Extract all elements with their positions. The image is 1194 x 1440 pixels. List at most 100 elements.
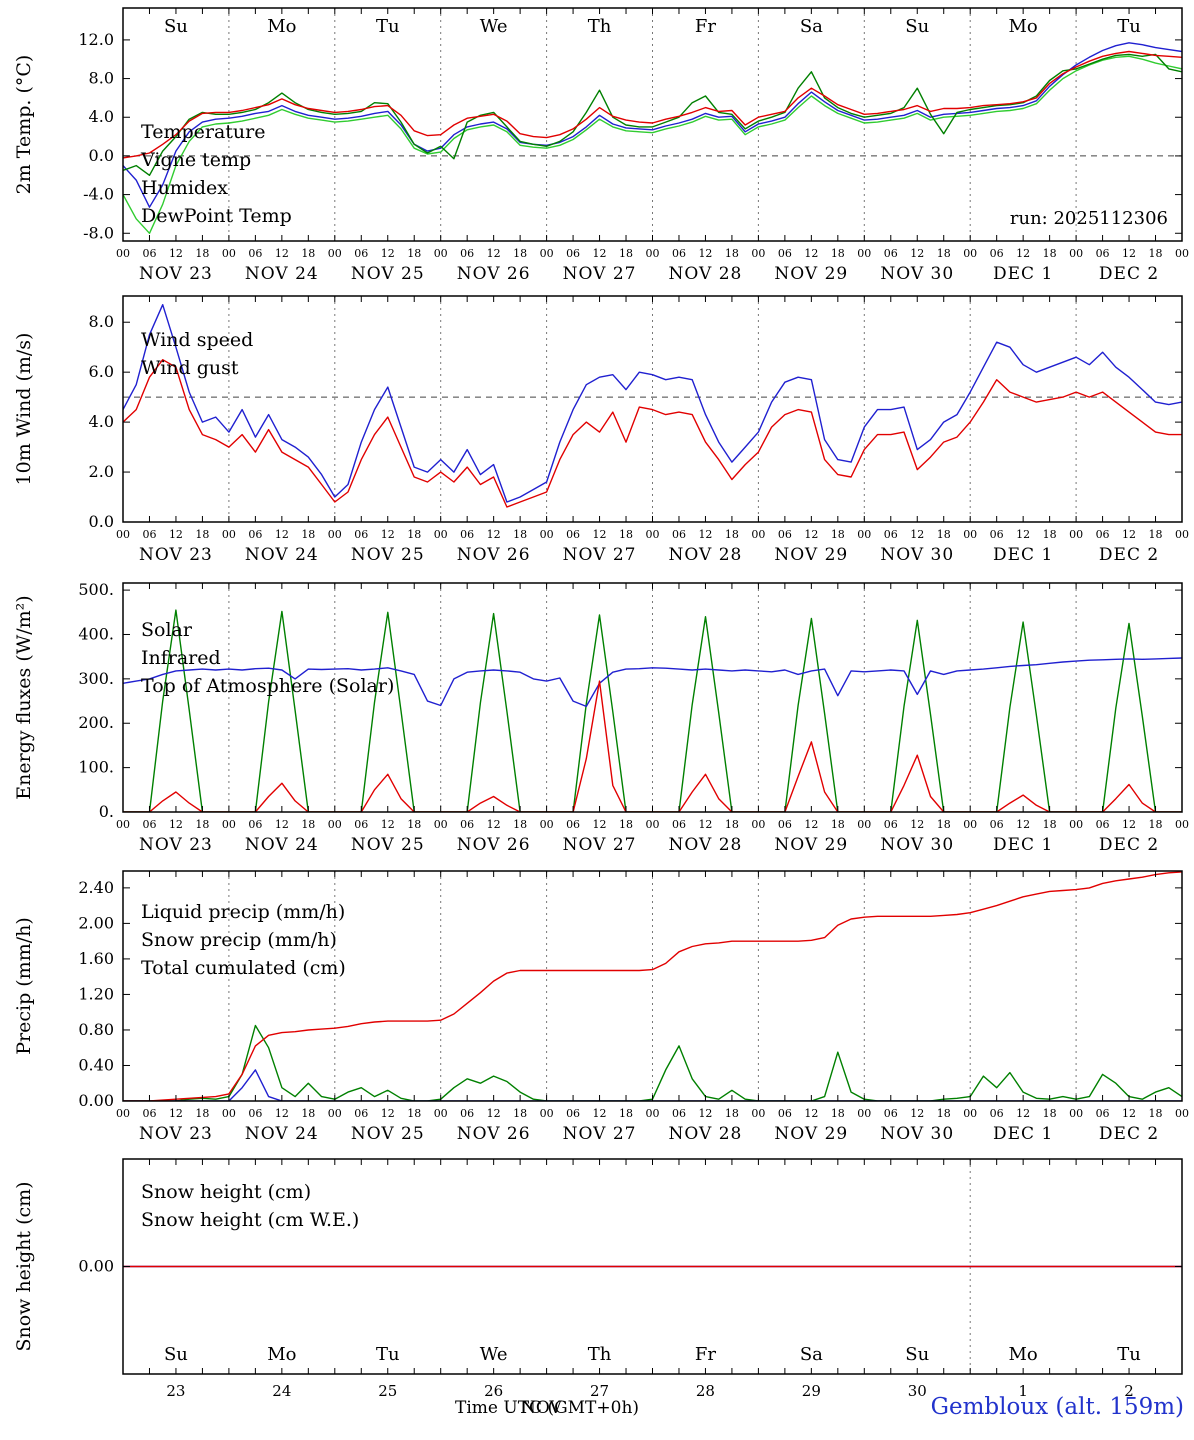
hour-tick-label: 00 [328,818,342,831]
date-label: DEC 2 [1099,264,1159,284]
date-label: NOV 26 [457,835,531,855]
hour-tick-label: 12 [593,818,607,831]
weekday-label: Mo [1009,1344,1038,1365]
hour-tick-label: 06 [672,528,686,541]
series-group [123,609,1182,812]
weekday-label: Fr [695,16,716,37]
hour-tick-label: 18 [725,1107,739,1120]
date-label: NOV 24 [245,1124,319,1144]
hour-tick-label: 00 [646,1107,660,1120]
series-total-cumulated-cm [123,871,1182,1101]
hour-tick-label: 00 [540,247,554,260]
hour-tick-label: 18 [1043,247,1057,260]
y-tick-label: 0. [99,802,114,821]
hour-tick-label: 18 [937,1107,951,1120]
date-label: NOV 26 [457,545,531,565]
hour-tick-label: 06 [990,818,1004,831]
hour-tick-label: 18 [831,818,845,831]
hour-tick-label: 18 [1149,528,1163,541]
hour-tick-label: 12 [1016,247,1030,260]
hour-tick-label: 00 [328,247,342,260]
hour-tick-label: 18 [1043,1107,1057,1120]
hour-tick-label: 18 [937,818,951,831]
hour-tick-label: 00 [751,818,765,831]
day-number-label: 26 [484,1382,503,1400]
hour-tick-label: 12 [487,247,501,260]
hour-tick-label: 00 [328,1107,342,1120]
legend-snow-height-cm: Snow height (cm) [141,1181,311,1203]
hour-tick-label: 00 [434,528,448,541]
weekday-label: Th [588,16,612,37]
hour-tick-label: 12 [593,528,607,541]
date-label: DEC 1 [993,1124,1053,1144]
y-tick-label: 2.00 [78,913,114,932]
y-tick-label: 0.0 [89,512,114,531]
weekday-label: Tu [1117,16,1141,37]
hour-tick-label: 06 [460,247,474,260]
hour-tick-label: 06 [884,1107,898,1120]
station-label: Gembloux (alt. 159m) [930,1394,1184,1420]
y-axis-title: Energy fluxes (W/m²) [13,595,35,799]
date-label: NOV 24 [245,264,319,284]
date-label: NOV 29 [774,835,848,855]
date-label: DEC 1 [993,835,1053,855]
date-label: NOV 29 [774,545,848,565]
y-tick-label: 0.0 [89,146,114,165]
legend-snow-precip-mm-h: Snow precip (mm/h) [141,929,337,951]
date-label: DEC 2 [1099,1124,1159,1144]
day-number-label: 1 [1018,1382,1028,1400]
y-tick-label: 0.00 [78,1091,114,1110]
hour-tick-label: 18 [937,247,951,260]
legend-infrared: Infrared [141,647,221,669]
hour-tick-label: 18 [513,818,527,831]
hour-tick-label: 06 [248,528,262,541]
series-infrared [123,657,1182,708]
panel-energy-fluxes: 0. 100. 200. 300. 400. 500. Energy fluxes (W/m… [13,580,1189,855]
hour-tick-label: 00 [328,528,342,541]
weekday-label: We [480,1344,508,1365]
legend-wind-gust: Wind gust [141,357,239,379]
day-number-label: 25 [378,1382,397,1400]
y-tick-label: 1.60 [78,949,114,968]
hour-tick-label: 00 [540,528,554,541]
date-label: NOV 25 [351,264,425,284]
hour-tick-label: 00 [1069,818,1083,831]
y-tick-label: 100. [78,758,114,777]
hour-tick-label: 18 [513,528,527,541]
hour-tick-label: 06 [354,528,368,541]
hour-tick-label: 18 [831,1107,845,1120]
hour-tick-label: 00 [857,818,871,831]
hour-tick-label: 00 [540,818,554,831]
date-label: NOV 30 [880,264,954,284]
hour-tick-label: 00 [963,1107,977,1120]
hour-tick-label: 00 [751,1107,765,1120]
panel-snow-height: 0.00 Snow height (cm) Su Mo Tu We Th Fr Sa Su Mo Tu… [13,1158,1183,1400]
hour-tick-label: 06 [778,528,792,541]
hour-tick-label: 12 [698,528,712,541]
hour-tick-label: 00 [116,528,130,541]
hour-tick-label: 00 [1069,528,1083,541]
hour-tick-label: 06 [248,818,262,831]
y-tick-label: 4.0 [89,107,114,126]
series-wind-gust [123,304,1182,503]
hour-tick-label: 00 [751,528,765,541]
hour-tick-label: 00 [116,1107,130,1120]
hour-tick-label: 00 [116,818,130,831]
hour-tick-label: 12 [487,818,501,831]
hour-tick-label: 18 [301,528,315,541]
hour-tick-label: 06 [990,528,1004,541]
month-overlap-label: NOV [521,1398,562,1418]
hour-tick-label: 18 [301,818,315,831]
hour-tick-label: 18 [513,247,527,260]
hour-tick-label: 00 [857,528,871,541]
hour-tick-label: 18 [1043,818,1057,831]
hour-tick-label: 00 [434,1107,448,1120]
y-tick-label: 400. [78,624,114,643]
hour-tick-label: 18 [195,1107,209,1120]
hour-tick-label: 18 [725,818,739,831]
weekday-label: Tu [376,16,400,37]
hour-tick-label: 00 [646,818,660,831]
series-group [123,42,1182,235]
credits: MARv3.14 model forced by GFS (c) Lab. of… [3,1392,329,1440]
hour-tick-label: 18 [301,247,315,260]
